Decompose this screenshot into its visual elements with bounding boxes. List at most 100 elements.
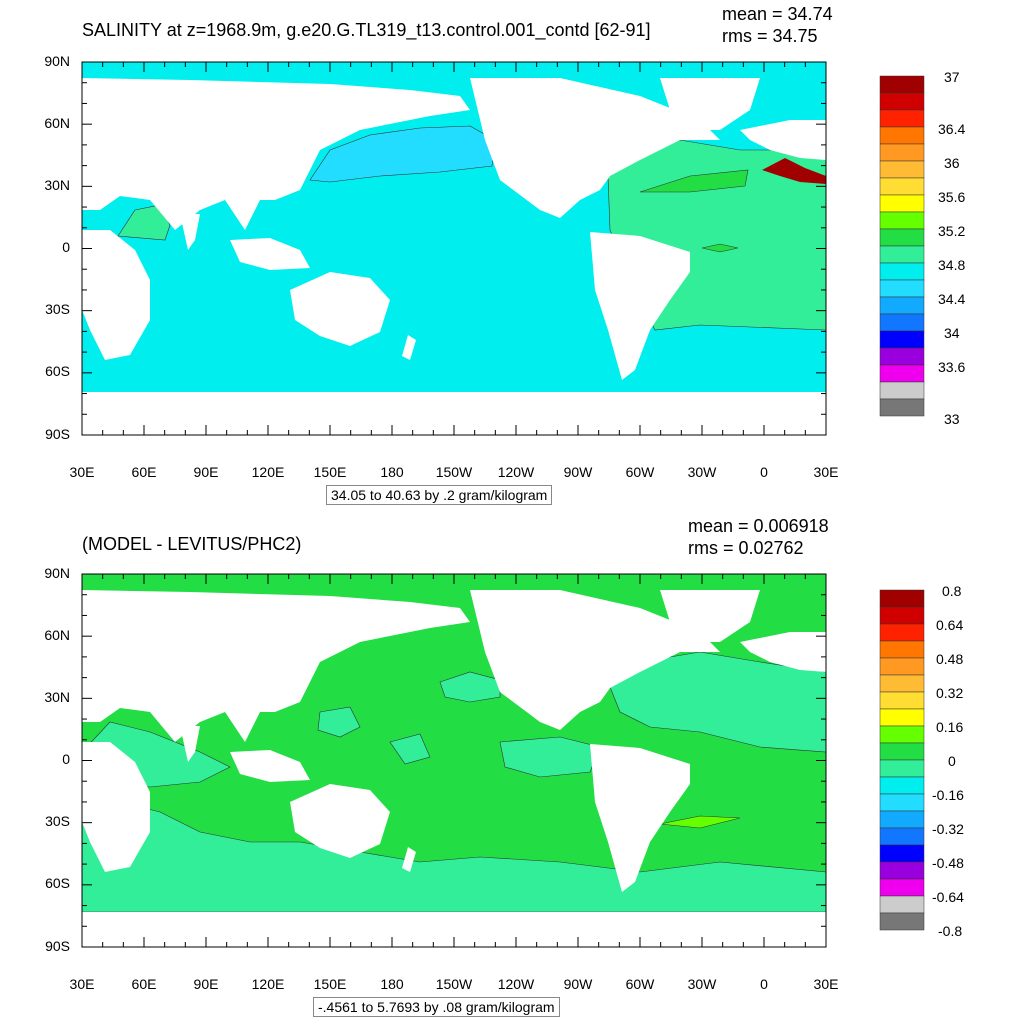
lon-label: 180 bbox=[380, 976, 404, 992]
difference-map bbox=[81, 573, 925, 948]
north-america-land bbox=[470, 590, 720, 730]
rms-stat: rms = 34.75 bbox=[722, 26, 818, 46]
colorbar-swatch bbox=[879, 606, 925, 625]
colorbar-swatch bbox=[879, 640, 925, 659]
panel-title: (MODEL - LEVITUS/PHC2) bbox=[82, 534, 302, 554]
colorbar-swatch bbox=[879, 211, 925, 230]
panel-title: SALINITY at z=1968.9m, g.e20.G.TL319_t13… bbox=[82, 20, 651, 40]
lon-label: 150W bbox=[435, 976, 473, 992]
africa-land bbox=[82, 230, 150, 360]
colorbar-swatch bbox=[879, 109, 925, 128]
colorbar-swatch bbox=[879, 912, 925, 931]
lon-label: 90E bbox=[193, 976, 219, 992]
europe-land bbox=[740, 120, 826, 160]
greenland-land bbox=[660, 590, 760, 642]
colorbar-label: -0.48 bbox=[932, 855, 964, 871]
colorbar-swatch bbox=[879, 691, 925, 710]
colorbar-swatch bbox=[879, 75, 925, 94]
negative-anomaly bbox=[389, 733, 431, 765]
colorbar-swatch bbox=[879, 674, 925, 693]
colorbar-swatch bbox=[879, 589, 925, 608]
colorbar-swatch bbox=[879, 895, 925, 914]
contour-range-note: -.4561 to 5.7693 by .08 gram/kilogram bbox=[313, 997, 560, 1017]
lat-label-90n: 90N bbox=[44, 53, 70, 69]
colorbar-label: 0.32 bbox=[936, 685, 964, 701]
colorbar-swatch bbox=[879, 759, 925, 778]
colorbar-swatch bbox=[879, 742, 925, 761]
lat-label-60n: 60N bbox=[44, 627, 70, 643]
colorbar-label: 33 bbox=[944, 411, 960, 427]
lon-label: 90W bbox=[563, 464, 593, 480]
lon-label: 0 bbox=[760, 976, 768, 992]
lon-label: 0 bbox=[760, 464, 768, 480]
eurasia-land bbox=[82, 590, 470, 742]
subtropical-atlantic-high bbox=[639, 169, 749, 193]
colorbar-swatch bbox=[879, 364, 925, 383]
rms-stat: rms = 0.02762 bbox=[688, 538, 804, 558]
colorbar-swatch bbox=[879, 347, 925, 366]
colorbar-label: 0.16 bbox=[936, 719, 964, 735]
lon-label: 150E bbox=[313, 976, 347, 992]
colorbar-label: 36 bbox=[944, 155, 960, 171]
lon-label: 180 bbox=[380, 464, 404, 480]
lon-label: 30W bbox=[687, 464, 717, 480]
negative-anomaly-patches bbox=[81, 651, 827, 913]
lon-label: 150W bbox=[435, 464, 473, 480]
lat-ticks bbox=[82, 573, 826, 948]
lon-label: 60W bbox=[625, 976, 655, 992]
colorbar bbox=[879, 75, 925, 417]
lat-label-30s: 30S bbox=[45, 301, 70, 317]
lat-label-30n: 30N bbox=[44, 177, 70, 193]
colorbar-label: 0 bbox=[948, 753, 956, 769]
colorbar-label: 34.4 bbox=[938, 291, 966, 307]
lat-label-60s: 60S bbox=[45, 875, 70, 891]
south-america-land bbox=[590, 232, 690, 380]
colorbar-label: 0.48 bbox=[936, 651, 964, 667]
colorbar-label: 34 bbox=[944, 325, 960, 341]
colorbar-label: 36.4 bbox=[938, 121, 966, 137]
colorbar-label: 35.2 bbox=[938, 223, 966, 239]
colorbar-swatch bbox=[879, 143, 925, 162]
salinity-map bbox=[81, 61, 925, 436]
colorbar-swatch bbox=[879, 861, 925, 880]
lon-label: 90E bbox=[193, 464, 219, 480]
lat-label-30n: 30N bbox=[44, 689, 70, 705]
colorbar-swatch bbox=[879, 228, 925, 247]
colorbar-label: -0.64 bbox=[932, 889, 964, 905]
indonesia-land bbox=[230, 238, 310, 270]
eurasia-land bbox=[82, 78, 470, 230]
lat-label-90n: 90N bbox=[44, 565, 70, 581]
lon-label: 120W bbox=[497, 976, 535, 992]
india-land bbox=[180, 726, 200, 762]
colorbar-swatch bbox=[879, 623, 925, 642]
lon-label: 30W bbox=[687, 976, 717, 992]
lon-label: 90W bbox=[563, 976, 593, 992]
colorbar-swatch bbox=[879, 827, 925, 846]
colorbar-swatch bbox=[879, 194, 925, 213]
new-zealand-land bbox=[402, 847, 416, 872]
lon-label: 120E bbox=[251, 976, 285, 992]
lon-label: 150E bbox=[313, 464, 347, 480]
colorbar-swatch bbox=[879, 262, 925, 281]
colorbar-swatch bbox=[879, 793, 925, 812]
colorbar-swatch bbox=[879, 381, 925, 400]
colorbar-swatch bbox=[879, 313, 925, 332]
colorbar-label: 33.6 bbox=[938, 359, 966, 375]
lon-label: 60E bbox=[131, 464, 157, 480]
colorbar-label: 37 bbox=[944, 69, 960, 85]
lat-label-30s: 30S bbox=[45, 813, 70, 829]
colorbar-swatch bbox=[879, 776, 925, 795]
australia-land bbox=[290, 784, 390, 858]
europe-land bbox=[740, 632, 826, 672]
lon-label: 30E bbox=[813, 464, 839, 480]
lat-label-eq: 0 bbox=[62, 239, 70, 255]
antarctica-land bbox=[82, 392, 826, 435]
lon-ticks bbox=[81, 62, 827, 435]
lon-label: 120W bbox=[497, 464, 535, 480]
negative-anomaly bbox=[439, 671, 501, 703]
lon-label: 60W bbox=[625, 464, 655, 480]
africa-land bbox=[82, 742, 150, 872]
new-zealand-land bbox=[402, 335, 416, 360]
colorbar-label: 34.8 bbox=[938, 257, 966, 273]
lon-label: 120E bbox=[251, 464, 285, 480]
